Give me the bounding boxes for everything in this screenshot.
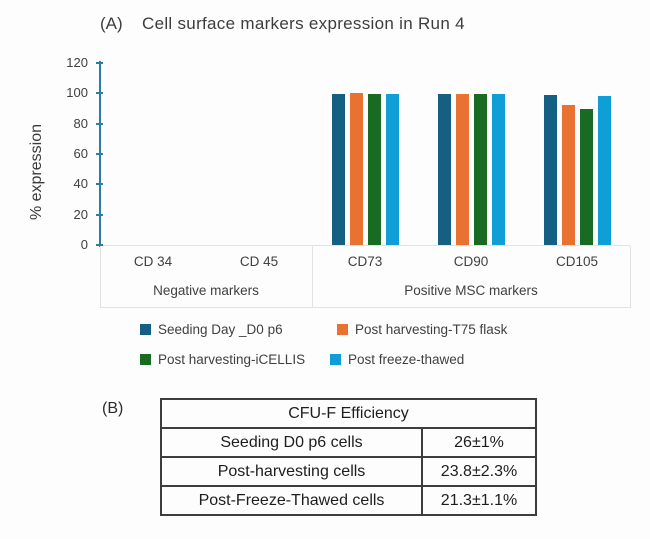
category-label: CD90 <box>453 254 489 269</box>
y-tick-label: 0 <box>80 237 88 252</box>
bar-chart: % expression 0 20 40 60 80 100 120 CD 34 CD 45 CD… <box>28 55 631 308</box>
legend-swatch <box>330 354 341 365</box>
category-band-separator <box>630 246 631 307</box>
panel-a-label: (A) <box>100 14 123 33</box>
chart-bar <box>385 94 399 245</box>
x-axis-line <box>100 245 630 246</box>
y-tick-mark <box>96 244 103 246</box>
chart-bar <box>331 94 345 245</box>
y-tick-mark <box>96 153 103 155</box>
y-tick-label: 80 <box>73 115 88 131</box>
legend-item: Post harvesting-T75 flask <box>337 322 507 337</box>
category-label: CD105 <box>555 254 599 269</box>
y-tick-mark <box>96 213 103 216</box>
category-group-label: Positive MSC markers <box>404 283 538 298</box>
table-cell-label: Seeding D0 p6 cells <box>160 427 423 458</box>
chart-bar <box>473 94 487 245</box>
chart-bar <box>561 105 575 245</box>
table-cell-label: Post-Freeze-Thawed cells <box>160 485 423 516</box>
table-cell-label: Post-harvesting cells <box>160 456 423 487</box>
table-header-row: CFU-F Efficiency <box>160 398 537 429</box>
legend-swatch <box>140 354 151 365</box>
cfu-efficiency-table: CFU-F Efficiency Seeding D0 p6 cells 26±1… <box>160 398 537 516</box>
chart-title: Cell surface markers expression in Run 4 <box>142 14 465 33</box>
table-title: CFU-F Efficiency <box>160 398 537 429</box>
legend-label: Post harvesting-iCELLIS <box>158 352 306 367</box>
category-band-bottom-border <box>100 307 631 308</box>
legend-label: Post freeze-thawed <box>348 352 465 367</box>
category-band-separator <box>312 246 313 307</box>
y-tick-mark <box>96 92 103 95</box>
y-tick-label: 20 <box>73 206 88 222</box>
table-row: Post-Freeze-Thawed cells 21.3±1.1% <box>160 485 537 516</box>
y-tick-label: 60 <box>73 146 88 161</box>
table-cell-value: 21.3±1.1% <box>421 485 537 516</box>
table-cell-value: 23.8±2.3% <box>421 456 537 487</box>
table-row: Post-harvesting cells 23.8±2.3% <box>160 456 537 487</box>
legend-label: Seeding Day _D0 p6 <box>158 322 283 337</box>
legend-swatch <box>140 324 151 335</box>
table-cell-value: 26±1% <box>421 427 537 458</box>
panel-b-label: (B) <box>102 400 124 417</box>
chart-bar <box>491 94 505 245</box>
table-row: Seeding D0 p6 cells 26±1% <box>160 427 537 458</box>
chart-bar <box>579 108 593 245</box>
legend-item: Post harvesting-iCELLIS <box>140 352 305 367</box>
legend-item: Seeding Day _D0 p6 <box>140 322 283 337</box>
legend-swatch <box>337 324 348 335</box>
y-tick-mark <box>96 62 103 64</box>
legend-item: Post freeze-thawed <box>330 352 464 367</box>
chart-bar <box>597 96 611 245</box>
chart-bar <box>543 94 557 245</box>
category-band-separator <box>100 246 101 307</box>
category-label: CD 45 <box>239 254 279 269</box>
chart-bar <box>437 94 451 245</box>
category-label: CD73 <box>347 254 383 269</box>
y-tick-label: 120 <box>66 55 88 70</box>
chart-bar <box>349 93 363 245</box>
chart-bar <box>367 94 381 245</box>
legend-label: Post harvesting-T75 flask <box>355 322 508 337</box>
category-group-label: Negative markers <box>153 283 259 298</box>
category-label: CD 34 <box>133 254 173 269</box>
y-axis-title: % expression <box>28 123 45 221</box>
chart-bar <box>455 94 469 245</box>
y-tick-mark <box>96 122 103 125</box>
y-tick-mark <box>96 183 103 186</box>
y-tick-label: 40 <box>73 176 88 192</box>
y-tick-label: 100 <box>66 85 88 101</box>
